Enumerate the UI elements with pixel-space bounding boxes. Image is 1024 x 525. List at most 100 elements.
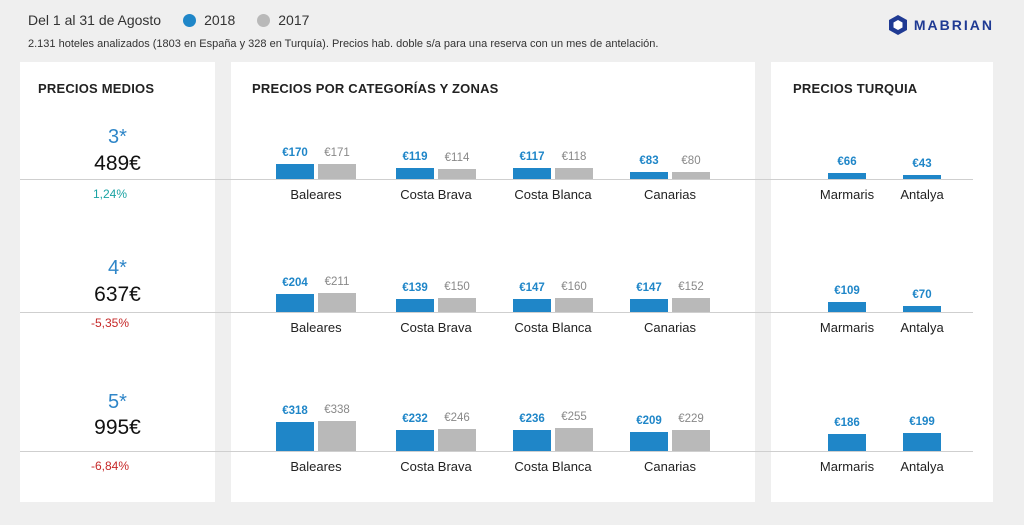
category-label-baleares-3star: Baleares bbox=[290, 187, 342, 202]
category-label-costa-brava-5star: Costa Brava bbox=[400, 459, 472, 474]
bar-2017-costa-blanca-5star bbox=[555, 428, 593, 451]
avg-change-3star: 1,24% bbox=[92, 187, 128, 201]
category-label-costa-brava-4star: Costa Brava bbox=[400, 320, 472, 335]
bar-2018-costa-brava-3star bbox=[396, 168, 434, 179]
avg-category-4star: 4* bbox=[108, 257, 127, 279]
bar-2018-marmaris-3star bbox=[828, 173, 866, 179]
data-label-2017-costa-brava-5star: €246 bbox=[444, 412, 470, 424]
avg-change-4star: -5,35% bbox=[90, 316, 130, 330]
legend-item-2017: 2017 bbox=[257, 12, 309, 28]
row-divider-4star bbox=[20, 312, 973, 313]
legend-item-2018: 2018 bbox=[183, 12, 235, 28]
data-label-2018-canarias-5star: €209 bbox=[636, 415, 662, 427]
avg-prices-panel: PRECIOS MEDIOS 3* 489€ 1,24% 4* 637€ -5,… bbox=[20, 62, 215, 502]
category-label-antalya-4star: Antalya bbox=[900, 320, 944, 335]
bar-2018-costa-brava-5star bbox=[396, 430, 434, 451]
category-label-costa-brava-3star: Costa Brava bbox=[400, 187, 472, 202]
bar-2018-baleares-4star bbox=[276, 294, 314, 312]
category-label-canarias-5star: Canarias bbox=[643, 459, 697, 474]
bar-2018-costa-blanca-4star bbox=[513, 299, 551, 312]
data-label-2017-baleares-4star: €211 bbox=[324, 276, 350, 288]
data-label-2018-marmaris-5star: €186 bbox=[834, 417, 860, 429]
bar-2018-costa-blanca-3star bbox=[513, 168, 551, 179]
bar-2017-costa-brava-5star bbox=[438, 429, 476, 451]
bar-2017-canarias-4star bbox=[672, 298, 710, 312]
bar-2018-canarias-5star bbox=[630, 432, 668, 451]
bar-2018-costa-brava-4star bbox=[396, 299, 434, 312]
bar-2017-costa-brava-3star bbox=[438, 169, 476, 179]
data-label-2017-baleares-3star: €171 bbox=[324, 147, 350, 159]
data-label-2018-marmaris-3star: €66 bbox=[837, 156, 857, 168]
bar-2018-canarias-3star bbox=[630, 172, 668, 179]
avg-category-5star: 5* bbox=[108, 391, 127, 413]
data-label-2018-costa-brava-4star: €139 bbox=[402, 282, 428, 294]
category-label-antalya-3star: Antalya bbox=[900, 187, 944, 202]
legend-dot-2018-icon bbox=[183, 13, 197, 27]
logo-text: MABRIAN bbox=[913, 17, 994, 33]
row-divider-3star bbox=[20, 179, 973, 180]
bar-2018-marmaris-4star bbox=[828, 302, 866, 312]
data-label-2017-costa-blanca-4star: €160 bbox=[561, 281, 587, 293]
data-label-2017-costa-blanca-3star: €118 bbox=[561, 151, 587, 163]
category-label-baleares-4star: Baleares bbox=[290, 320, 342, 335]
turkey-panel-title: PRECIOS TURQUIA bbox=[793, 81, 918, 96]
category-label-costa-blanca-3star: Costa Blanca bbox=[514, 187, 592, 202]
data-label-2017-baleares-5star: €338 bbox=[324, 404, 350, 416]
avg-value-4star: 637€ bbox=[94, 283, 141, 306]
data-label-2017-canarias-3star: €80 bbox=[681, 155, 701, 167]
bar-2017-costa-brava-4star bbox=[438, 298, 476, 312]
category-label-costa-blanca-4star: Costa Blanca bbox=[514, 320, 592, 335]
data-label-2018-canarias-3star: €83 bbox=[639, 155, 659, 167]
avg-value-3star: 489€ bbox=[94, 152, 141, 175]
zones-panel-title: PRECIOS POR CATEGORÍAS Y ZONAS bbox=[252, 81, 499, 96]
bar-2018-antalya-5star bbox=[903, 433, 941, 451]
turkey-prices-panel: PRECIOS TURQUIA bbox=[771, 62, 993, 502]
date-range: Del 1 al 31 de Agosto bbox=[28, 12, 162, 28]
bar-2018-marmaris-5star bbox=[828, 434, 866, 451]
bar-2018-antalya-3star bbox=[903, 175, 941, 179]
data-label-2018-antalya-5star: €199 bbox=[909, 416, 935, 428]
avg-panel-title: PRECIOS MEDIOS bbox=[38, 81, 155, 96]
category-label-baleares-5star: Baleares bbox=[290, 459, 342, 474]
data-label-2018-baleares-4star: €204 bbox=[282, 277, 308, 289]
bar-2018-costa-blanca-5star bbox=[513, 430, 551, 451]
bar-2018-baleares-5star bbox=[276, 422, 314, 451]
category-label-marmaris-5star: Marmaris bbox=[819, 459, 875, 474]
legend-label-2018: 2018 bbox=[204, 12, 236, 28]
bar-2017-baleares-3star bbox=[318, 164, 356, 179]
brand-logo: MABRIAN bbox=[888, 14, 994, 36]
data-label-2018-marmaris-4star: €109 bbox=[834, 285, 860, 297]
header-legend-row: Del 1 al 31 de Agosto 2018 2017 bbox=[28, 12, 309, 28]
category-label-antalya-5star: Antalya bbox=[900, 459, 944, 474]
data-label-2018-baleares-3star: €170 bbox=[282, 147, 308, 159]
bar-2017-canarias-5star bbox=[672, 430, 710, 451]
avg-value-5star: 995€ bbox=[94, 416, 141, 439]
data-label-2017-costa-blanca-5star: €255 bbox=[561, 411, 587, 423]
hexagon-logo-icon bbox=[888, 15, 907, 35]
data-label-2017-canarias-5star: €229 bbox=[678, 413, 704, 425]
category-label-canarias-3star: Canarias bbox=[643, 187, 697, 202]
data-label-2018-antalya-4star: €70 bbox=[912, 289, 932, 301]
bar-2017-costa-blanca-3star bbox=[555, 168, 593, 179]
data-label-2018-costa-blanca-3star: €117 bbox=[519, 151, 545, 163]
bar-2018-canarias-4star bbox=[630, 299, 668, 312]
bar-2017-baleares-4star bbox=[318, 293, 356, 312]
avg-category-3star: 3* bbox=[108, 126, 127, 148]
legend-dot-2017-icon bbox=[257, 13, 271, 27]
category-label-marmaris-3star: Marmaris bbox=[819, 187, 875, 202]
avg-change-5star: -6,84% bbox=[90, 459, 130, 473]
data-label-2018-canarias-4star: €147 bbox=[636, 282, 662, 294]
bar-2017-baleares-5star bbox=[318, 421, 356, 451]
legend-label-2017: 2017 bbox=[278, 12, 310, 28]
category-label-costa-blanca-5star: Costa Blanca bbox=[514, 459, 592, 474]
subtitle: 2.131 hoteles analizados (1803 en España… bbox=[28, 38, 659, 50]
category-label-marmaris-4star: Marmaris bbox=[819, 320, 875, 335]
data-label-2018-baleares-5star: €318 bbox=[282, 405, 308, 417]
category-label-canarias-4star: Canarias bbox=[643, 320, 697, 335]
data-label-2018-costa-brava-5star: €232 bbox=[402, 413, 428, 425]
data-label-2017-costa-brava-3star: €114 bbox=[444, 152, 470, 164]
data-label-2017-canarias-4star: €152 bbox=[678, 281, 704, 293]
bar-2018-antalya-4star bbox=[903, 306, 941, 312]
data-label-2018-antalya-3star: €43 bbox=[912, 158, 932, 170]
data-label-2018-costa-brava-3star: €119 bbox=[402, 151, 428, 163]
